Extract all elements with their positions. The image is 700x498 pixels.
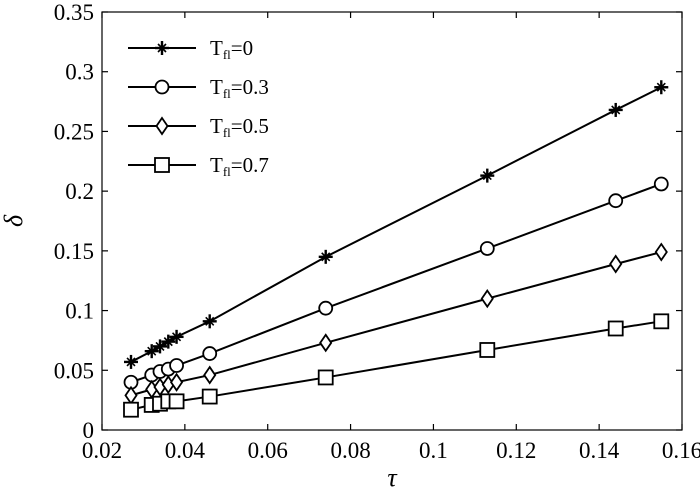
- data-point-square: [201, 388, 218, 405]
- data-point-diamond: [124, 385, 138, 405]
- y-tick-label: 0.1: [65, 299, 94, 324]
- data-point-diamond: [319, 333, 333, 353]
- x-tick-label: 0.06: [248, 438, 288, 463]
- data-point-plus: [318, 249, 333, 264]
- data-point-plus: [124, 354, 138, 369]
- data-point-square: [168, 393, 185, 410]
- x-tick-label: 0.02: [82, 438, 122, 463]
- y-tick-label: 0.35: [54, 0, 94, 25]
- data-point-plus: [608, 102, 623, 117]
- legend-entry: Tfl=0: [128, 36, 253, 62]
- legend-entry: Tfl=0.7: [128, 153, 269, 179]
- x-tick-label: 0.08: [330, 438, 370, 463]
- legend-label-main: T: [210, 36, 223, 60]
- x-tick-label: 0.12: [496, 438, 536, 463]
- data-point-square: [653, 313, 670, 330]
- series-0: [124, 80, 669, 369]
- legend-label-subscript: fl: [223, 164, 231, 179]
- data-point-circle: [202, 346, 218, 361]
- legend-label-value: =0.3: [231, 75, 269, 99]
- plus-marker-d2: [155, 341, 165, 351]
- legend-entry: Tfl=0.5: [128, 114, 269, 140]
- data-point-diamond: [654, 242, 668, 262]
- data-point-square: [479, 342, 496, 358]
- x-tick-label: 0.16: [662, 438, 700, 463]
- plus-marker-d2: [482, 171, 492, 181]
- series-2: [124, 242, 668, 405]
- x-tick-label: 0.14: [579, 438, 620, 463]
- plus-marker-d2: [321, 252, 331, 262]
- legend-label-main: T: [210, 75, 223, 99]
- plus-marker-d2: [611, 105, 621, 115]
- legend-label-value: =0.7: [231, 153, 269, 177]
- data-point-diamond: [609, 254, 623, 274]
- data-point-plus: [480, 168, 495, 183]
- y-tick-label: 0: [83, 418, 95, 443]
- legend-marker-square: [154, 157, 170, 173]
- plot-frame: [101, 11, 683, 431]
- y-axis-title: δ: [0, 214, 28, 227]
- x-axis-title: τ: [387, 463, 398, 492]
- data-point-plus: [153, 339, 167, 354]
- legend-label: Tfl=0.5: [210, 114, 269, 140]
- series-3: [123, 313, 670, 418]
- x-tick-label: 0.1: [419, 438, 448, 463]
- y-tick-label: 0.05: [54, 358, 94, 383]
- plus-marker-d2: [157, 43, 167, 53]
- axis-ticks: 0.02 0.04 0.06 0.08 0.1 0.12 0.14 0.16 0 0.05 0.1 0…: [54, 0, 700, 463]
- legend-entry: Tfl=0.3: [128, 75, 269, 101]
- plus-marker-d2: [205, 316, 215, 326]
- plus-marker-d2: [656, 82, 666, 92]
- data-point-square: [607, 320, 624, 337]
- data-point-plus: [202, 314, 217, 329]
- series-1: [123, 176, 669, 390]
- legend-label-subscript: fl: [223, 47, 231, 62]
- data-point-square: [317, 369, 334, 386]
- legend-label: Tfl=0: [210, 36, 253, 62]
- legend-label: Tfl=0.3: [210, 75, 269, 101]
- legend-marker-plus: [155, 41, 169, 55]
- plus-marker-d2: [172, 332, 182, 342]
- legend-label-main: T: [210, 153, 223, 177]
- data-point-circle: [653, 176, 669, 192]
- data-point-plus: [144, 344, 159, 359]
- legend-label-subscript: fl: [223, 86, 231, 101]
- plus-marker-d2: [163, 337, 173, 347]
- legend-label-value: =0: [231, 36, 253, 60]
- x-tick-label: 0.04: [165, 438, 206, 463]
- y-tick-label: 0.15: [54, 239, 94, 264]
- y-tick-label: 0.25: [54, 119, 94, 144]
- series-line: [130, 86, 662, 363]
- data-point-circle: [318, 300, 334, 316]
- legend-marker-diamond: [155, 116, 169, 136]
- legend-marker-circle: [154, 79, 170, 95]
- plus-marker-d2: [147, 346, 157, 356]
- y-tick-label: 0.3: [65, 60, 94, 85]
- legend-label-value: =0.5: [231, 114, 269, 138]
- data-point-plus: [654, 80, 669, 95]
- data-point-circle: [169, 358, 184, 373]
- series-layer: [123, 80, 670, 418]
- data-point-plus: [161, 334, 176, 349]
- data-point-circle: [479, 241, 495, 256]
- data-point-diamond: [480, 289, 494, 309]
- y-tick-label: 0.2: [65, 179, 94, 204]
- data-point-circle: [608, 193, 624, 209]
- legend-label: Tfl=0.7: [210, 153, 269, 179]
- legend-label-subscript: fl: [223, 125, 231, 140]
- data-point-square: [123, 401, 139, 418]
- data-point-diamond: [169, 372, 184, 392]
- data-point-diamond: [203, 365, 217, 385]
- data-point-plus: [169, 329, 184, 344]
- plus-marker-d2: [126, 357, 136, 367]
- legend-label-main: T: [210, 114, 223, 138]
